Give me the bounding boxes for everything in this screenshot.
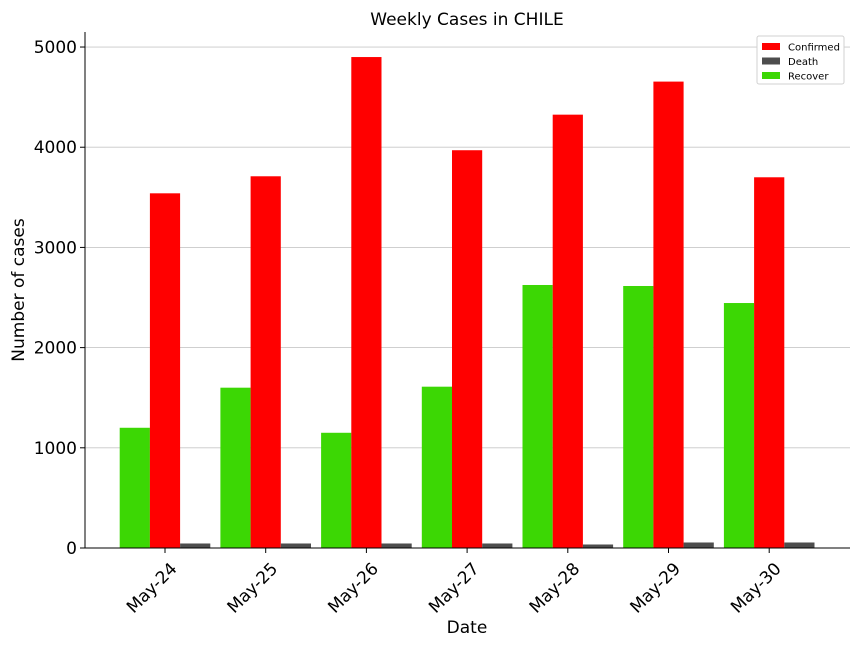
- bar-death: [280, 543, 311, 548]
- x-axis-ticks: May-24 May-25 May-26 May-27 May-28 May-29 May-…: [123, 548, 786, 618]
- bar-death: [180, 543, 211, 548]
- bar-recover: [623, 285, 654, 548]
- y-tick-label: 5000: [34, 38, 77, 58]
- bar-confirmed: [552, 114, 583, 549]
- bar-recover: [119, 427, 150, 548]
- bar-recover: [723, 303, 755, 548]
- bar-recover: [421, 386, 452, 548]
- bar-confirmed: [653, 81, 684, 548]
- y-tick-label: 0: [66, 539, 77, 559]
- legend-label-recover: Recover: [788, 72, 829, 83]
- legend-label-confirmed: Confirmed: [788, 43, 840, 54]
- y-tick-label: 3000: [34, 238, 77, 258]
- chart-title: Weekly Cases in CHILE: [370, 10, 563, 30]
- y-axis-label: Number of cases: [9, 218, 29, 362]
- x-tick-label: May-30: [727, 559, 785, 617]
- x-tick-label: May-25: [224, 559, 282, 617]
- x-tick-label: May-24: [123, 559, 181, 617]
- bar-death: [582, 544, 614, 548]
- x-axis-label: Date: [447, 618, 488, 638]
- bar-recover: [321, 432, 352, 548]
- legend-swatch-death: [762, 57, 780, 65]
- x-tick-label: May-26: [324, 559, 382, 617]
- y-axis-ticks: 0 1000 2000 3000 4000 5000: [34, 38, 85, 559]
- bar-death: [683, 542, 714, 548]
- bar-confirmed: [452, 150, 483, 548]
- bar-death: [381, 543, 412, 548]
- y-tick-label: 2000: [34, 339, 77, 359]
- bar-death: [784, 542, 815, 548]
- bar-recover: [522, 284, 553, 548]
- legend-label-death: Death: [788, 57, 818, 68]
- x-tick-label: May-28: [526, 559, 584, 617]
- bar-confirmed: [250, 176, 281, 549]
- legend-swatch-recover: [762, 72, 780, 79]
- bars: [119, 57, 815, 549]
- legend-swatch-confirmed: [762, 43, 780, 50]
- x-tick-label: May-29: [627, 559, 685, 617]
- x-tick-label: May-27: [425, 559, 483, 617]
- bar-confirmed: [754, 177, 785, 548]
- bar-death: [482, 543, 513, 548]
- y-tick-label: 4000: [34, 138, 77, 158]
- bar-confirmed: [351, 57, 382, 548]
- bar-confirmed: [149, 193, 181, 548]
- y-tick-label: 1000: [34, 439, 77, 459]
- legend: Confirmed Death Recover: [756, 35, 845, 85]
- bar-recover: [220, 387, 251, 548]
